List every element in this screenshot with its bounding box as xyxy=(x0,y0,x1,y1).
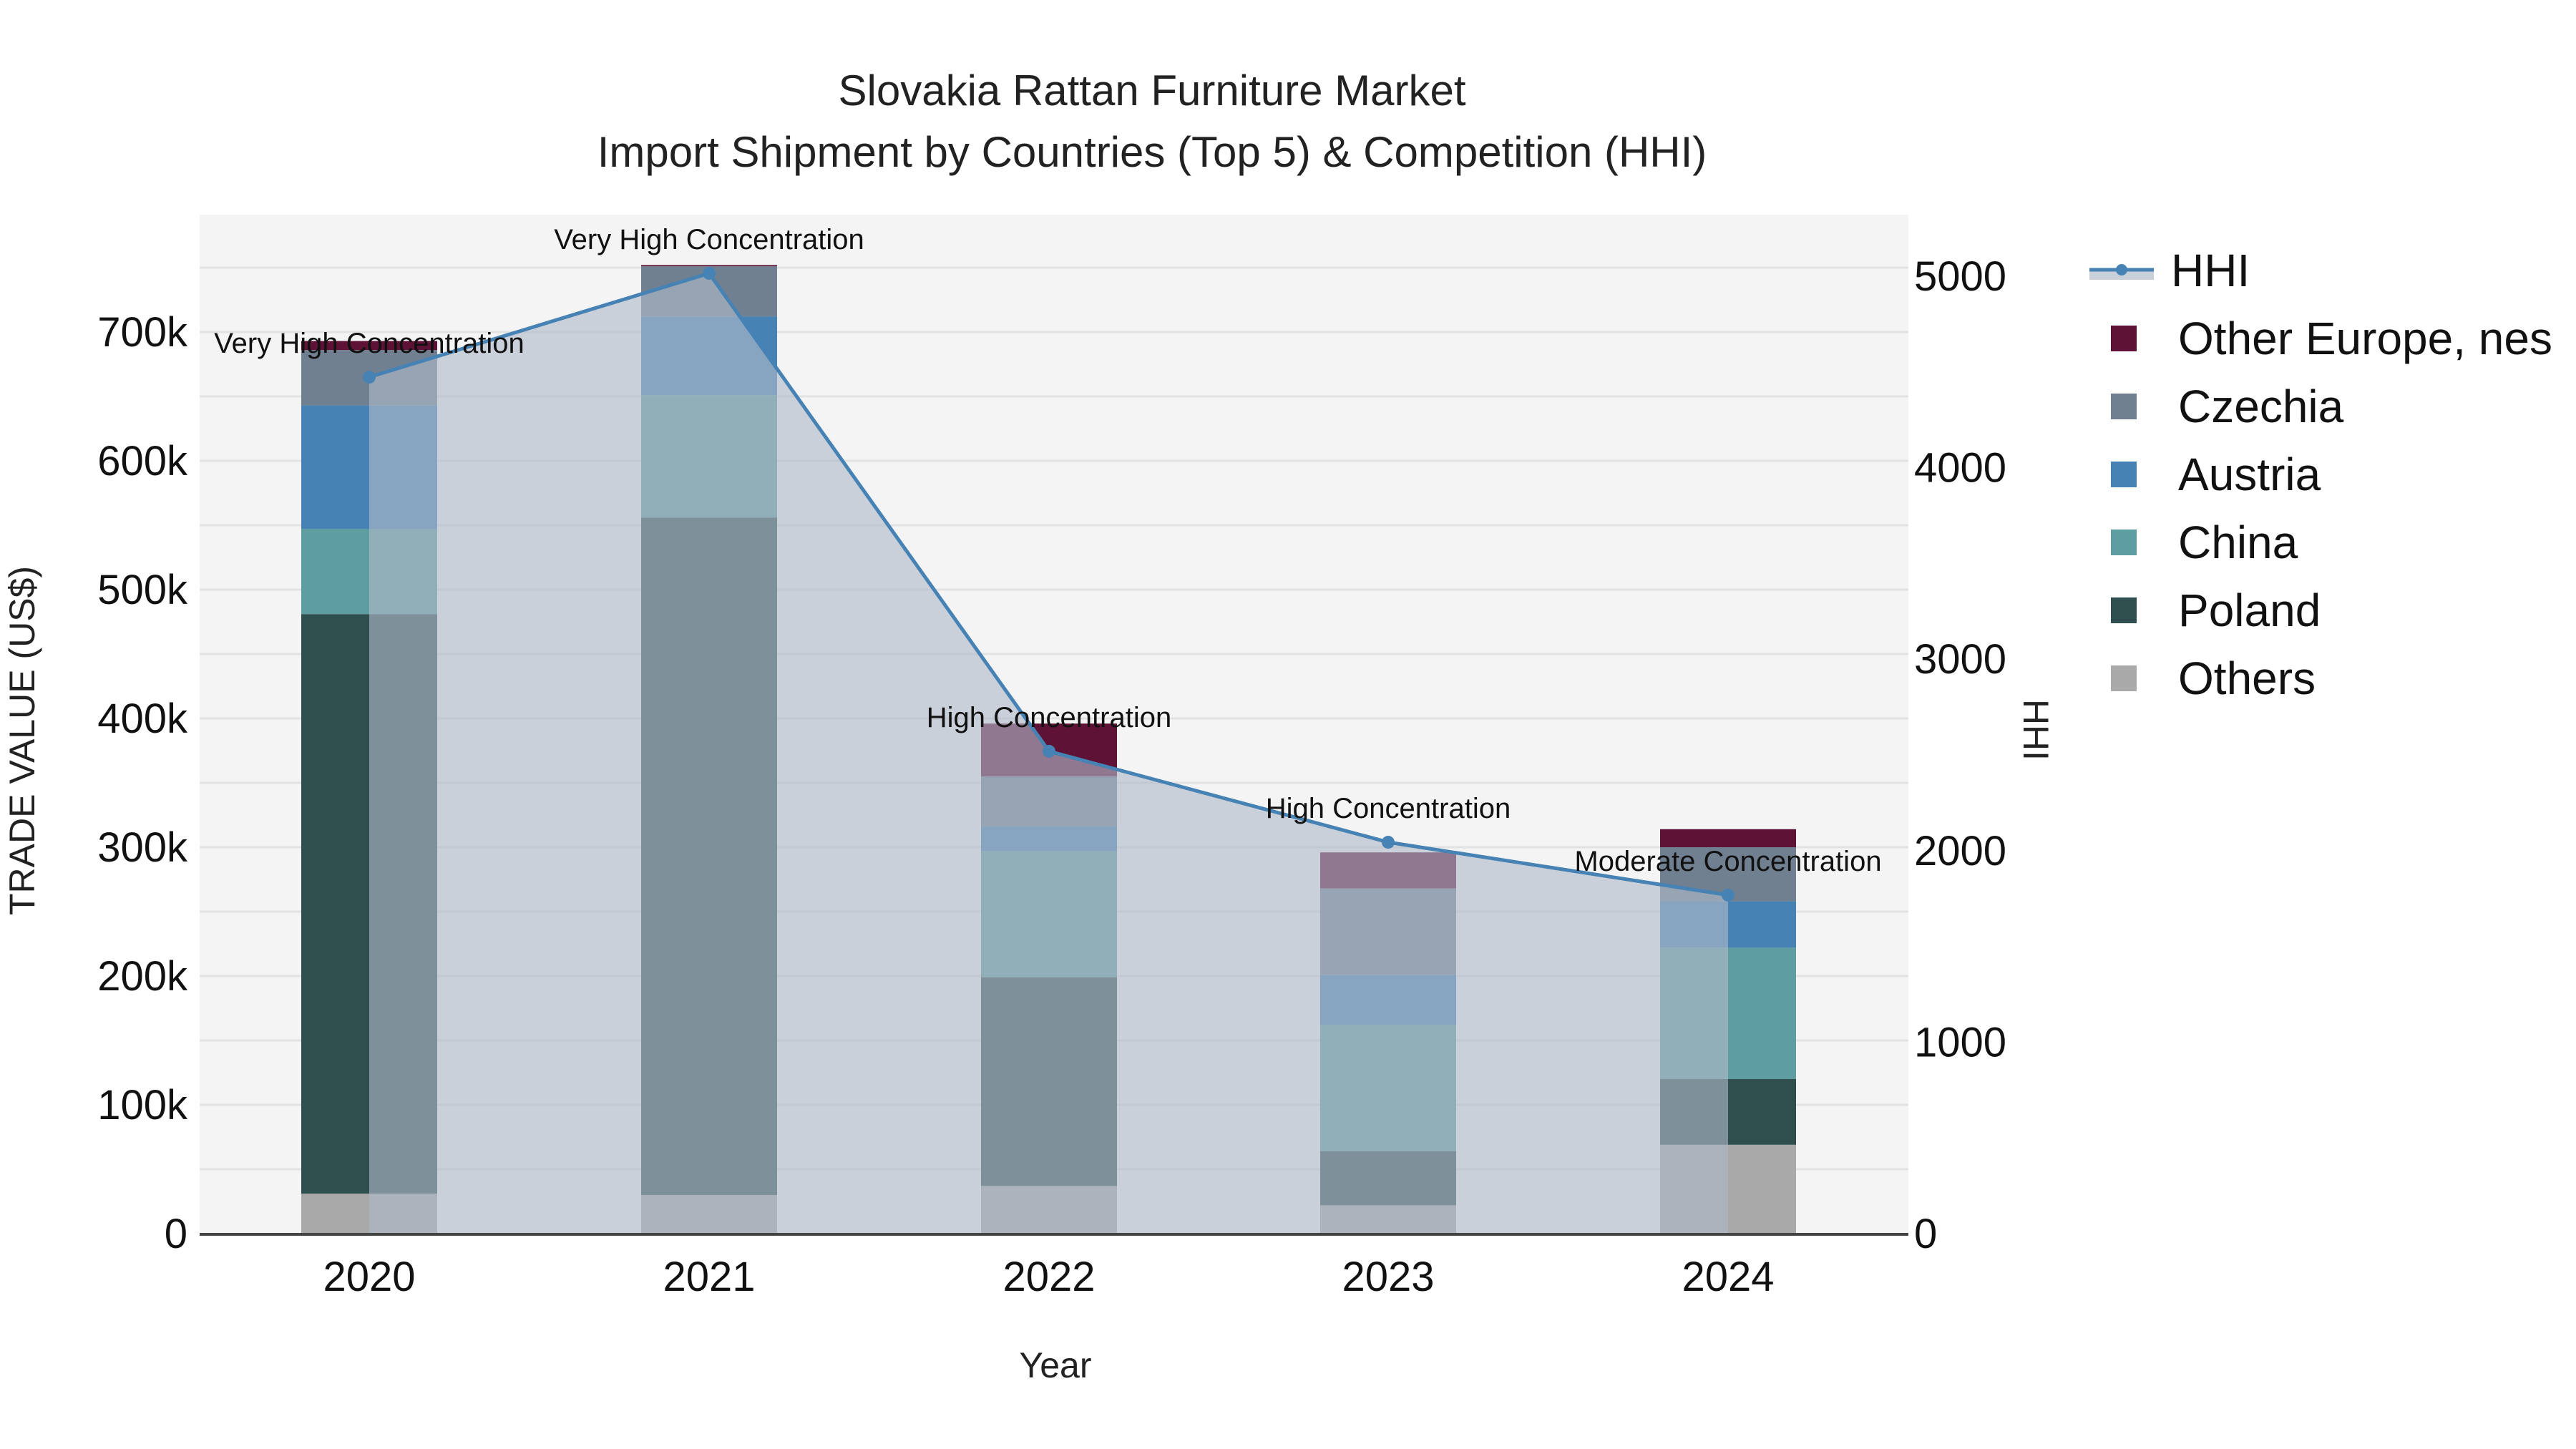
y-left-tick-label: 700k xyxy=(97,309,188,356)
hhi-point[interactable] xyxy=(363,371,376,384)
y-right-ticks: 0 1000 2000 3000 4000 5000 xyxy=(1914,253,2006,1257)
legend-label: Poland xyxy=(2178,584,2321,636)
y-right-tick-label: 0 xyxy=(1914,1211,1937,1257)
hhi-annotation: Very High Concentration xyxy=(554,224,864,255)
legend-swatch-icon xyxy=(2111,393,2137,419)
y-right-axis-title: HHI xyxy=(2016,699,2056,761)
legend-label: Other Europe, nes xyxy=(2178,312,2552,364)
x-tick-label: 2020 xyxy=(323,1254,415,1300)
hhi-annotation: Very High Concentration xyxy=(214,328,525,359)
y-right-tick-label: 3000 xyxy=(1914,636,2006,683)
line-marker-icon xyxy=(2089,263,2154,280)
y-left-tick-label: 600k xyxy=(97,438,188,484)
y-left-tick-label: 400k xyxy=(97,696,188,742)
hhi-point[interactable] xyxy=(1043,744,1055,758)
legend-swatch-icon xyxy=(2111,597,2137,623)
x-ticks: 2020 2021 2022 2023 2024 xyxy=(323,1254,1774,1300)
y-right-tick-label: 5000 xyxy=(1914,253,2006,300)
hhi-point[interactable] xyxy=(1722,888,1735,902)
hhi-point[interactable] xyxy=(1382,836,1395,849)
bar-segment-other-europe-nes[interactable] xyxy=(301,341,437,351)
y-left-tick-label: 100k xyxy=(97,1082,188,1128)
y-left-tick-label: 0 xyxy=(165,1211,187,1257)
legend-item-china[interactable]: China xyxy=(2089,508,2552,576)
hhi-annotation: High Concentration xyxy=(927,702,1171,733)
y-right-tick-label: 2000 xyxy=(1914,828,2006,874)
x-axis-title: Year xyxy=(1019,1345,1091,1385)
x-tick-label: 2021 xyxy=(663,1254,755,1300)
legend-swatch-icon xyxy=(2111,461,2137,487)
legend-swatch-icon xyxy=(2111,529,2137,555)
legend-swatch-icon xyxy=(2111,325,2137,351)
bar-segment-other-europe-nes[interactable] xyxy=(1660,829,1796,847)
hhi-line xyxy=(363,266,1735,1234)
bar-segment-other-europe-nes[interactable] xyxy=(641,265,777,267)
hhi-annotation: Moderate Concentration xyxy=(1574,846,1881,877)
legend-label: Austria xyxy=(2178,448,2321,500)
legend-label: HHI xyxy=(2171,244,2250,296)
legend-item-hhi[interactable]: HHI xyxy=(2089,236,2552,304)
hhi-annotation: High Concentration xyxy=(1266,793,1511,824)
y-left-ticks: 0 100k 200k 300k 400k 500k 600k 700k xyxy=(97,309,188,1257)
legend-item-poland[interactable]: Poland xyxy=(2089,576,2552,644)
y-left-axis-title: TRADE VALUE (US$) xyxy=(2,566,42,915)
legend-label: China xyxy=(2178,516,2298,568)
x-tick-label: 2023 xyxy=(1342,1254,1434,1300)
y-left-tick-label: 200k xyxy=(97,953,188,1000)
legend-item-other-europe-nes[interactable]: Other Europe, nes xyxy=(2089,304,2552,372)
legend: HHI Other Europe, nes Czechia Austria China P… xyxy=(2089,236,2552,712)
y-right-tick-label: 1000 xyxy=(1914,1019,2006,1065)
legend-item-austria[interactable]: Austria xyxy=(2089,440,2552,508)
y-right-tick-label: 4000 xyxy=(1914,445,2006,492)
legend-item-czechia[interactable]: Czechia xyxy=(2089,372,2552,440)
legend-item-others[interactable]: Others xyxy=(2089,644,2552,712)
chart-title: Slovakia Rattan Furniture Market xyxy=(838,67,1466,114)
y-left-tick-label: 500k xyxy=(97,567,188,613)
legend-label: Others xyxy=(2178,652,2316,704)
y-left-tick-label: 300k xyxy=(97,824,188,871)
legend-label: Czechia xyxy=(2178,380,2344,432)
chart-subtitle: Import Shipment by Countries (Top 5) & C… xyxy=(597,128,1707,176)
hhi-point[interactable] xyxy=(703,266,716,280)
x-tick-label: 2022 xyxy=(1002,1254,1095,1300)
x-tick-label: 2024 xyxy=(1682,1254,1774,1300)
hhi-annotations: Very High Concentration Very High Concent… xyxy=(214,224,1881,877)
legend-swatch-icon xyxy=(2111,665,2137,691)
